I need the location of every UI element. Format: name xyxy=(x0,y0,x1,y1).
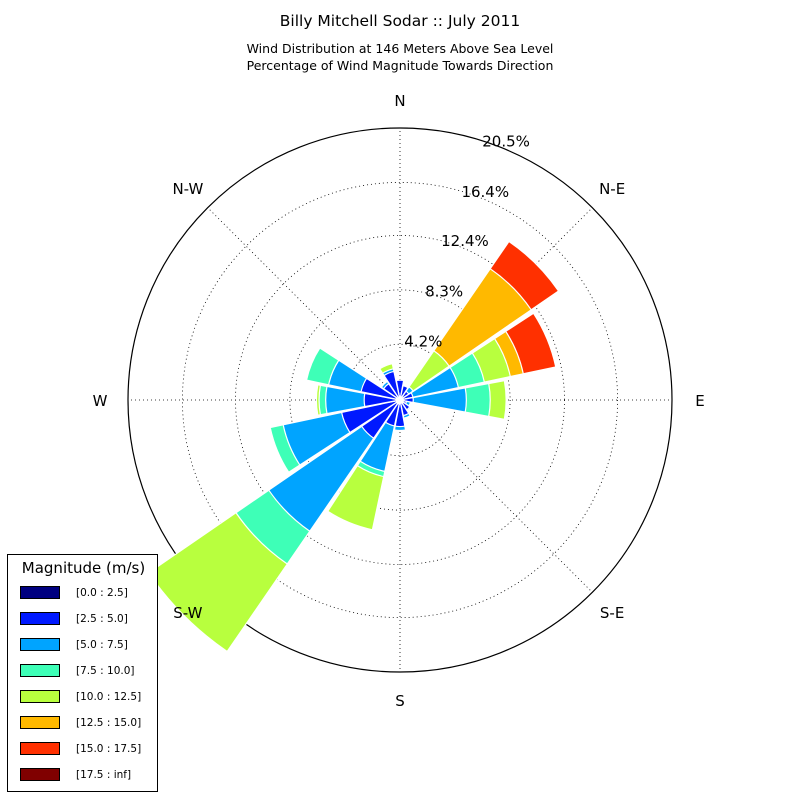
legend-label: [17.5 : inf] xyxy=(76,769,132,781)
bar-E-bin-2 xyxy=(399,387,467,413)
bar-SW-bin-1 xyxy=(360,399,401,440)
outer-circle xyxy=(127,127,673,673)
wind-rose-bars xyxy=(147,240,560,653)
compass-labels: N N-E E S-E S S-W W N-W xyxy=(93,92,705,710)
legend-swatch xyxy=(20,768,60,781)
bar-NE-bin-4 xyxy=(399,349,451,401)
legend-swatch xyxy=(20,690,60,703)
radial-tick-label: 16.4% xyxy=(461,183,509,201)
legend-title: Magnitude (m/s) xyxy=(21,559,146,577)
legend-label: [12.5 : 15.0] xyxy=(76,717,142,729)
legend-label: [15.0 : 17.5] xyxy=(76,743,142,755)
compass-label-s-e: S-E xyxy=(600,604,624,622)
radial-gridline xyxy=(399,399,593,593)
ring-gridline xyxy=(181,181,619,619)
compass-label-n-w: N-W xyxy=(172,180,203,198)
bar-WSW-bin-1 xyxy=(340,399,401,434)
compass-label-e: E xyxy=(695,392,704,410)
compass-label-n: N xyxy=(394,92,405,110)
bar-WNW-bin-1 xyxy=(360,377,401,401)
compass-label-n-e: N-E xyxy=(599,180,625,198)
compass-label-w: W xyxy=(93,392,108,410)
legend: Magnitude (m/s) [0.0 : 2.5] [2.5 : 5.0] [5… xyxy=(7,554,158,792)
bar-NNW-bin-0 xyxy=(397,396,401,401)
compass-label-s: S xyxy=(395,692,405,710)
legend-label: [0.0 : 2.5] xyxy=(76,587,128,599)
legend-swatch xyxy=(20,742,60,755)
legend-label: [7.5 : 10.0] xyxy=(76,665,135,677)
radial-tick-label: 12.4% xyxy=(441,232,489,250)
radial-tick-label: 20.5% xyxy=(482,133,530,151)
bar-W-bin-2 xyxy=(325,385,401,415)
chart-title: Billy Mitchell Sodar :: July 2011 xyxy=(279,12,521,30)
legend-swatch xyxy=(20,612,60,625)
radial-gridline xyxy=(207,207,401,401)
legend-swatch xyxy=(20,638,60,651)
bar-NNW-bin-1 xyxy=(383,370,401,401)
bar-ENE-bin-2 xyxy=(399,366,460,401)
bar-S-bin-1 xyxy=(394,399,406,428)
chart-subtitle-line2: Percentage of Wind Magnitude Towards Dir… xyxy=(246,58,554,73)
ring-gridline xyxy=(289,289,511,511)
legend-label: [5.0 : 7.5] xyxy=(76,639,128,651)
chart-subtitle-line1: Wind Distribution at 146 Meters Above Se… xyxy=(246,41,554,56)
compass-label-s-w: S-W xyxy=(173,604,202,622)
legend-swatch xyxy=(20,586,60,599)
bar-SSW-bin-1 xyxy=(384,399,401,427)
bar-W-bin-1 xyxy=(363,392,401,408)
radial-tick-label: 4.2% xyxy=(404,333,442,351)
ring-gridline xyxy=(235,235,565,565)
radial-tick-label: 8.3% xyxy=(425,282,463,300)
legend-label: [10.0 : 12.5] xyxy=(76,691,142,703)
legend-label: [2.5 : 5.0] xyxy=(76,613,128,625)
legend-swatch xyxy=(20,716,60,729)
legend-swatch xyxy=(20,664,60,677)
radial-tick-labels: 4.2% 8.3% 12.4% 16.4% 20.5% xyxy=(404,133,530,351)
bar-E-bin-1 xyxy=(399,396,414,404)
